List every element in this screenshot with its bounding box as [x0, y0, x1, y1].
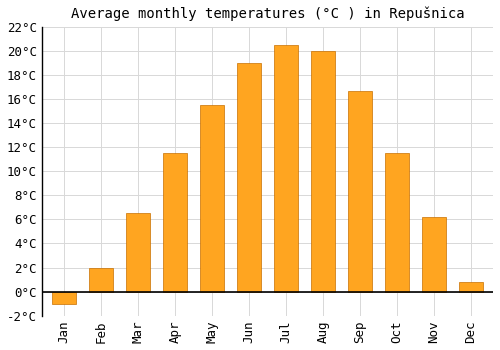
Bar: [348, 91, 372, 292]
Bar: [422, 217, 446, 292]
Bar: [200, 105, 224, 292]
Bar: [311, 51, 335, 292]
Bar: [163, 153, 187, 292]
Bar: [385, 153, 409, 292]
Bar: [274, 45, 298, 292]
Bar: [89, 267, 113, 292]
Title: Average monthly temperatures (°C ) in Repušnica: Average monthly temperatures (°C ) in Re…: [70, 7, 464, 21]
Bar: [126, 214, 150, 292]
Bar: [237, 63, 261, 292]
Bar: [52, 292, 76, 304]
Bar: [459, 282, 483, 292]
